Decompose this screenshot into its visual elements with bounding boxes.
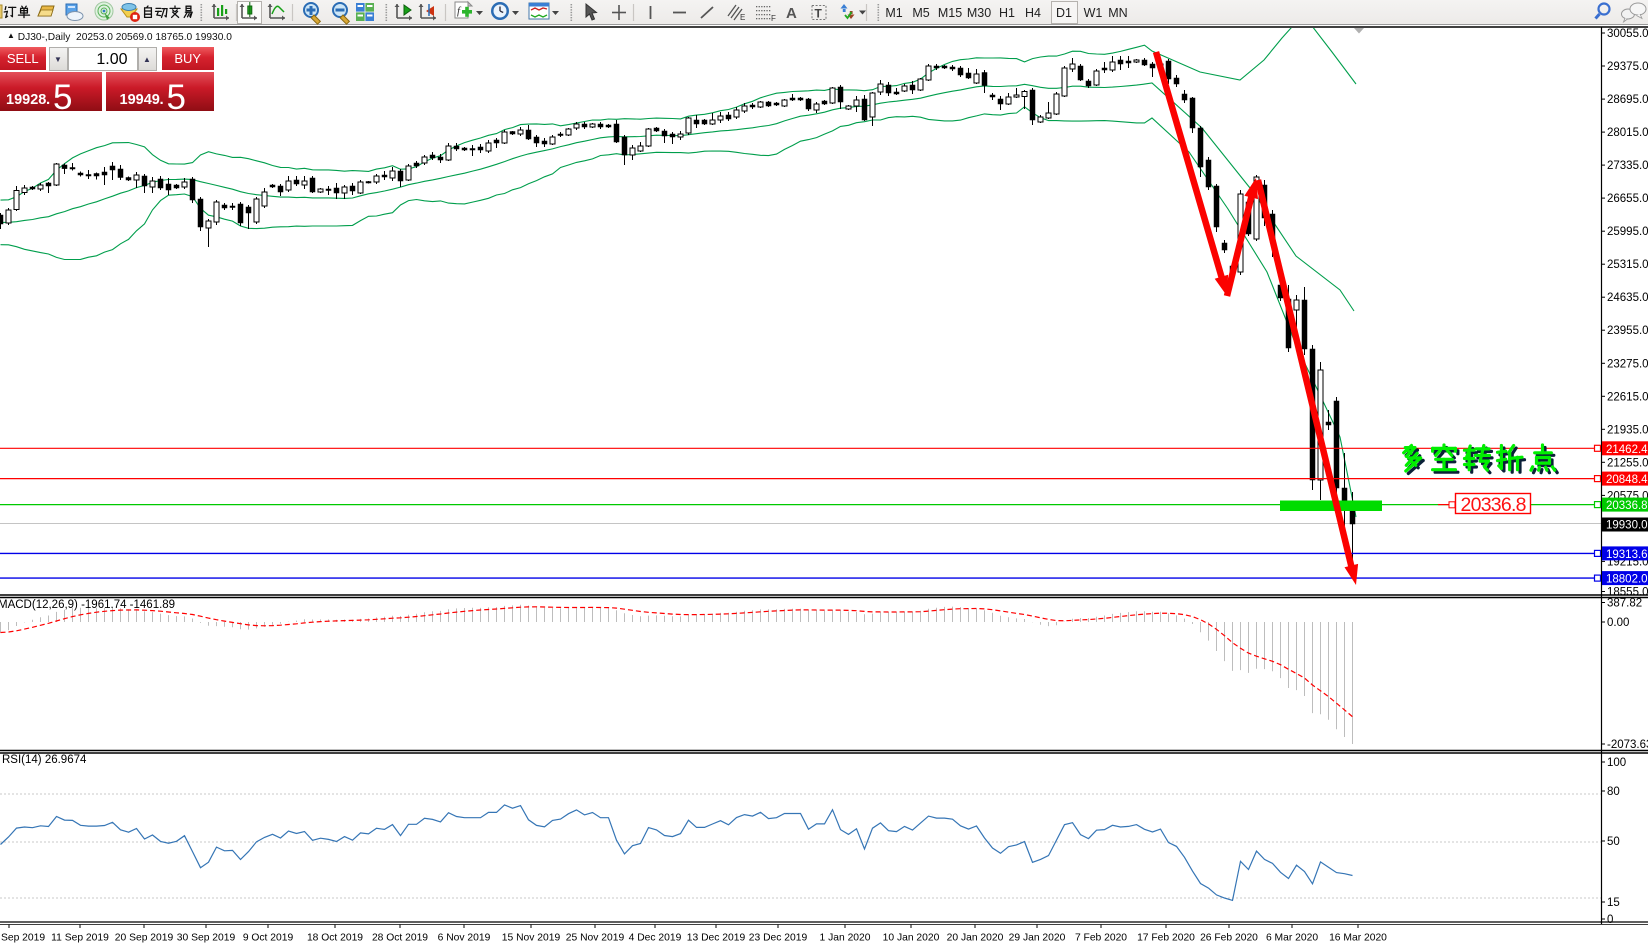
svg-text:100: 100 <box>1607 757 1626 769</box>
svg-text:10 Jan 2020: 10 Jan 2020 <box>883 933 940 944</box>
svg-text:50: 50 <box>1607 836 1620 848</box>
svg-text:26655.0: 26655.0 <box>1607 193 1648 205</box>
svg-text:H1: H1 <box>999 6 1015 20</box>
svg-text:RSI(14) 26.9674: RSI(14) 26.9674 <box>2 754 87 766</box>
svg-text:387.82: 387.82 <box>1607 598 1642 610</box>
svg-text:M5: M5 <box>912 6 929 20</box>
svg-text:23275.0: 23275.0 <box>1607 358 1648 370</box>
svg-text:16 Mar 2020: 16 Mar 2020 <box>1329 933 1387 944</box>
svg-text:MN: MN <box>1108 6 1127 20</box>
svg-text:18802.0: 18802.0 <box>1606 574 1648 586</box>
svg-text:21935.0: 21935.0 <box>1607 424 1648 436</box>
svg-text:20848.4: 20848.4 <box>1606 474 1648 486</box>
svg-text:W1: W1 <box>1084 6 1103 20</box>
svg-text:1 Jan 2020: 1 Jan 2020 <box>820 933 871 944</box>
svg-text:25315.0: 25315.0 <box>1607 259 1648 271</box>
svg-text:19930.0: 19930.0 <box>1606 520 1648 532</box>
svg-text:M30: M30 <box>967 6 991 20</box>
svg-text:E: E <box>740 13 745 22</box>
svg-text:28 Oct 2019: 28 Oct 2019 <box>372 933 428 944</box>
svg-text:0.00: 0.00 <box>1607 617 1629 629</box>
svg-text:0: 0 <box>1607 914 1613 926</box>
svg-text:15: 15 <box>1607 897 1620 909</box>
svg-text:-2073.63: -2073.63 <box>1607 739 1648 751</box>
svg-text:25995.0: 25995.0 <box>1607 226 1648 238</box>
svg-text:20336.8: 20336.8 <box>1606 500 1648 512</box>
svg-text:20 Jan 2020: 20 Jan 2020 <box>947 933 1004 944</box>
svg-text:6 Mar 2020: 6 Mar 2020 <box>1266 933 1318 944</box>
svg-text:11 Sep 2019: 11 Sep 2019 <box>51 933 109 944</box>
svg-text:7 Feb 2020: 7 Feb 2020 <box>1075 933 1127 944</box>
svg-text:H4: H4 <box>1025 6 1041 20</box>
svg-text:30055.0: 30055.0 <box>1607 28 1648 40</box>
svg-text:24635.0: 24635.0 <box>1607 292 1648 304</box>
svg-text:Sep 2019: Sep 2019 <box>1 933 45 944</box>
svg-text:13 Dec 2019: 13 Dec 2019 <box>687 933 746 944</box>
svg-text:T: T <box>815 7 823 21</box>
svg-text:28015.0: 28015.0 <box>1607 127 1648 139</box>
svg-text:20336.8: 20336.8 <box>1461 494 1527 516</box>
svg-text:19313.6: 19313.6 <box>1606 549 1648 561</box>
svg-text:9 Oct 2019: 9 Oct 2019 <box>243 933 294 944</box>
svg-text:F: F <box>771 14 776 23</box>
svg-text:D1: D1 <box>1056 6 1072 20</box>
svg-text:18 Oct 2019: 18 Oct 2019 <box>307 933 363 944</box>
svg-text:A: A <box>786 5 797 22</box>
svg-text:MACD(12,26,9) -1961.74 -1461.8: MACD(12,26,9) -1961.74 -1461.89 <box>0 599 175 611</box>
svg-text:18555.0: 18555.0 <box>1607 587 1648 599</box>
svg-text:30 Sep 2019: 30 Sep 2019 <box>177 933 236 944</box>
svg-text:27335.0: 27335.0 <box>1607 160 1648 172</box>
svg-text:23 Dec 2019: 23 Dec 2019 <box>749 933 808 944</box>
svg-text:21255.0: 21255.0 <box>1607 457 1648 469</box>
svg-text:28695.0: 28695.0 <box>1607 94 1648 106</box>
svg-text:29375.0: 29375.0 <box>1607 61 1648 73</box>
svg-text:M1: M1 <box>885 6 902 20</box>
svg-text:20 Sep 2019: 20 Sep 2019 <box>115 933 174 944</box>
svg-text:29 Jan 2020: 29 Jan 2020 <box>1009 933 1066 944</box>
svg-text:M15: M15 <box>938 6 962 20</box>
svg-text:23955.0: 23955.0 <box>1607 325 1648 337</box>
svg-text:22615.0: 22615.0 <box>1607 391 1648 403</box>
svg-text:6 Nov 2019: 6 Nov 2019 <box>438 933 491 944</box>
svg-text:26 Feb 2020: 26 Feb 2020 <box>1200 933 1258 944</box>
svg-text:25 Nov 2019: 25 Nov 2019 <box>566 933 625 944</box>
svg-text:21462.4: 21462.4 <box>1606 444 1648 456</box>
svg-text:f: f <box>457 5 462 17</box>
svg-text:17 Feb 2020: 17 Feb 2020 <box>1137 933 1195 944</box>
svg-text:15 Nov 2019: 15 Nov 2019 <box>502 933 561 944</box>
svg-text:4 Dec 2019: 4 Dec 2019 <box>629 933 682 944</box>
svg-text:80: 80 <box>1607 786 1620 798</box>
